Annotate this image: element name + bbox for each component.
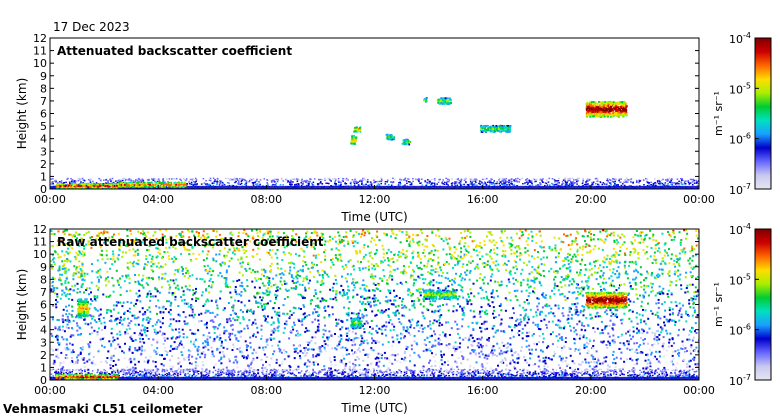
y-axis-label: Height (km) [15, 269, 29, 340]
y-axis-label: Height (km) [15, 78, 29, 149]
cloud-2 [117, 181, 187, 189]
y-tick-label: 1 [40, 170, 47, 183]
colorbar: 10-4 10-5 10-6 10-7 m⁻¹ sr⁻¹ [712, 31, 772, 197]
colorbar-tick-label: 10-5 [729, 81, 751, 96]
cloud-5 [385, 133, 396, 141]
colorbar-tick-label: 10-6 [729, 323, 751, 338]
x-tick-label: 00:00 [34, 384, 66, 397]
y-tick-label: 7 [40, 286, 47, 299]
y-tick-label: 8 [40, 273, 47, 286]
backscatter-field [50, 229, 699, 380]
x-tick-label: 04:00 [142, 384, 174, 397]
cloud-5 [423, 289, 458, 300]
cloud-1 [55, 182, 119, 189]
x-axis-label: Time (UTC) [340, 401, 407, 415]
colorbar-scale [754, 37, 772, 190]
y-tick-label: 6 [40, 108, 47, 121]
colorbar-tick-label: 10-5 [729, 272, 751, 287]
y-tick-label: 8 [40, 82, 47, 95]
y-tick-label: 9 [40, 70, 47, 83]
cloud-8 [436, 97, 452, 106]
x-tick-label: 08:00 [250, 384, 282, 397]
y-tick-label: 4 [40, 324, 47, 337]
y-tick-label: 6 [40, 299, 47, 312]
x-tick-label: 20:00 [575, 193, 607, 206]
panel-title: Attenuated backscatter coefficient [57, 44, 292, 58]
y-tick-label: 0 [40, 374, 47, 387]
colorbar-tick-label: 10-6 [729, 132, 751, 147]
y-tick-label: 12 [33, 223, 47, 236]
y-tick-label: 10 [33, 248, 47, 261]
cloud-9 [480, 124, 512, 133]
x-tick-label: 16:00 [467, 384, 499, 397]
y-tick-label: 3 [40, 145, 47, 158]
cloud-3 [77, 298, 90, 319]
y-tick-label: 3 [40, 336, 47, 349]
y-tick-label: 11 [33, 236, 47, 249]
x-tick-label: 00:00 [683, 193, 715, 206]
cloud-2 [55, 373, 120, 380]
y-tick-label: 11 [33, 45, 47, 58]
x-tick-label: 04:00 [142, 193, 174, 206]
y-tick-label: 2 [40, 158, 47, 171]
date-label: 17 Dec 2023 [53, 20, 130, 34]
colorbar-tick-label: 10-4 [729, 222, 751, 237]
x-tick-label: 12:00 [359, 193, 391, 206]
cloud-6 [585, 291, 628, 309]
x-tick-label: 00:00 [34, 193, 66, 206]
cloud-7 [423, 97, 428, 103]
y-tick-label: 4 [40, 133, 47, 146]
colorbar-tick-label: 10-7 [729, 373, 751, 388]
y-tick-label: 1 [40, 361, 47, 374]
cloud-6 [401, 138, 412, 146]
y-tick-label: 7 [40, 95, 47, 108]
panel-title: Raw attenuated backscatter coefficient [57, 235, 324, 249]
y-tick-label: 9 [40, 261, 47, 274]
instrument-label: Vehmasmaki CL51 ceilometer [3, 402, 203, 416]
y-tick-label: 10 [33, 57, 47, 70]
colorbar-tick-label: 10-7 [729, 182, 751, 197]
colorbar-label: m⁻¹ sr⁻¹ [712, 282, 725, 327]
y-tick-label: 5 [40, 120, 47, 133]
y-tick-label: 12 [33, 32, 47, 45]
x-tick-label: 12:00 [359, 384, 391, 397]
y-tick-label: 5 [40, 311, 47, 324]
cloud-10 [585, 100, 628, 118]
y-tick-label: 2 [40, 349, 47, 362]
x-axis-label: Time (UTC) [340, 210, 407, 224]
x-tick-label: 20:00 [575, 384, 607, 397]
colorbar-scale [754, 228, 772, 381]
colorbar-tick-label: 10-4 [729, 31, 751, 46]
y-tick-label: 0 [40, 183, 47, 196]
x-tick-label: 16:00 [467, 193, 499, 206]
x-tick-label: 08:00 [250, 193, 282, 206]
cloud-4 [353, 126, 362, 133]
cloud-3 [350, 134, 358, 146]
colorbar-label: m⁻¹ sr⁻¹ [712, 91, 725, 136]
cloud-4 [350, 317, 363, 329]
colorbar: 10-4 10-5 10-6 10-7 m⁻¹ sr⁻¹ [712, 222, 772, 388]
x-tick-label: 00:00 [683, 384, 715, 397]
